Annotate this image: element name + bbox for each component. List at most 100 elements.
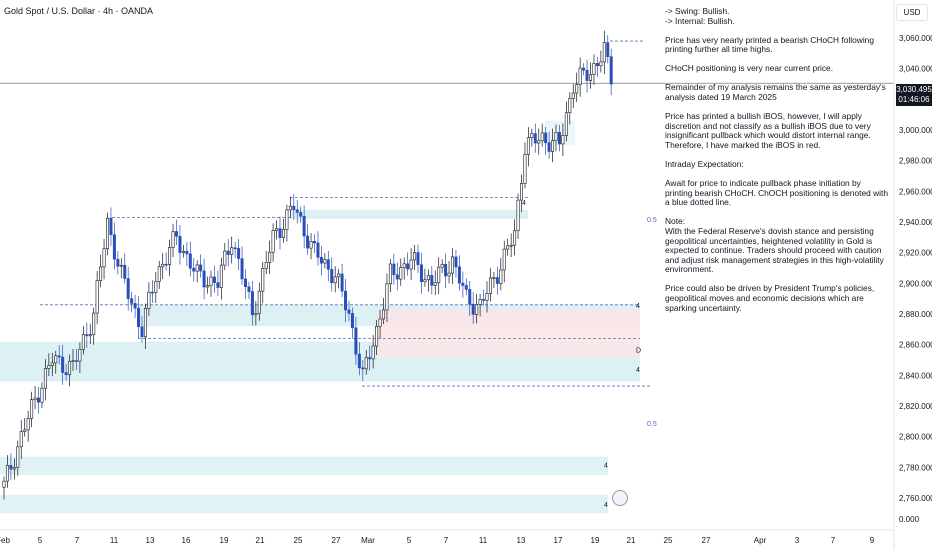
candle-body: [43, 368, 47, 389]
candle-body: [137, 307, 141, 328]
candle-body: [540, 132, 544, 142]
candle-body: [457, 266, 461, 284]
candle-body: [554, 132, 558, 141]
candle-body: [47, 365, 51, 369]
candle-body: [513, 230, 517, 246]
candle-body: [50, 362, 54, 366]
candle-body: [102, 248, 106, 268]
candle-body: [212, 276, 216, 283]
candle-body: [413, 252, 417, 261]
candle-body: [578, 67, 582, 86]
candle-body: [447, 272, 451, 277]
annotation-label: D: [636, 347, 641, 354]
candle-body: [492, 277, 496, 279]
y-tick-label: 2,960.000: [899, 187, 932, 196]
analysis-note: Note: With the Federal Reserve's dovish …: [665, 216, 884, 275]
x-tick-label: 7: [444, 536, 449, 545]
x-axis[interactable]: Feb 5 7 11 13 16 19 21 25 27 Mar 5 7 11 13 17 19 21 25 27 Ap…: [0, 536, 875, 545]
candle-body: [206, 285, 210, 288]
candle-body: [240, 258, 244, 280]
analysis-note: Remainder of my analysis remains the sam…: [665, 82, 886, 103]
currency-button[interactable]: USD: [896, 4, 928, 21]
candle-body: [471, 303, 475, 315]
candle-body: [185, 250, 189, 255]
zones-layer: [0, 120, 640, 514]
lines-layer: [0, 40, 894, 387]
zone-demand-2762: [0, 494, 608, 514]
candle-body: [199, 264, 203, 272]
candle-body: [364, 357, 368, 370]
candle-body: [88, 334, 92, 337]
tradingview-logo-icon[interactable]: [612, 490, 628, 506]
candle-body: [237, 248, 241, 259]
candle-body: [516, 199, 520, 232]
candle-body: [30, 399, 34, 419]
candle-body: [9, 465, 13, 470]
candle-body: [99, 266, 103, 281]
candle-body: [609, 56, 613, 85]
candle-body: [216, 282, 220, 288]
candle-body: [423, 279, 427, 283]
candle-body: [157, 266, 161, 282]
candle-body: [547, 142, 551, 152]
candle-body: [319, 257, 323, 264]
candle-body: [195, 264, 199, 272]
candle-body: [344, 290, 348, 311]
candle-body: [71, 360, 75, 362]
analysis-note: Intraday Expectation:: [665, 159, 744, 170]
candle-body: [337, 273, 341, 278]
candle-body: [192, 267, 196, 272]
x-tick-label: Mar: [361, 536, 375, 545]
candle-body: [219, 264, 223, 288]
candle-body: [275, 228, 279, 231]
y-tick-label: 2,880.000: [899, 310, 932, 319]
candle-body: [123, 264, 127, 279]
candle-body: [140, 326, 144, 338]
x-tick-label: 25: [294, 536, 303, 545]
candle-body: [557, 132, 561, 145]
x-tick-label: 9: [870, 536, 875, 545]
candle-body: [26, 418, 30, 431]
candle-body: [161, 263, 165, 268]
x-tick-label: 16: [182, 536, 191, 545]
candle-body: [416, 252, 420, 266]
candle-body: [544, 132, 548, 144]
candle-body: [561, 135, 565, 145]
candle-body: [361, 367, 365, 370]
candle-body: [440, 264, 444, 268]
candle-body: [388, 263, 392, 285]
candle-body: [171, 231, 175, 248]
candle-body: [130, 298, 134, 304]
candle-body: [57, 355, 61, 358]
candle-body: [433, 282, 437, 286]
candle-body: [133, 303, 137, 309]
x-tick-label: 27: [332, 536, 341, 545]
candle-body: [33, 397, 37, 400]
candle-body: [437, 266, 441, 283]
candle-body: [354, 327, 358, 355]
y-tick-label: 3,040.000: [899, 65, 932, 74]
x-tick-label: 13: [517, 536, 526, 545]
candle-body: [523, 154, 527, 184]
candle-body: [333, 276, 337, 284]
candle-body: [257, 290, 261, 314]
candle-body: [181, 250, 185, 253]
candle-body: [78, 349, 82, 362]
candle-body: [468, 289, 472, 305]
candle-body: [482, 299, 486, 301]
candle-body: [295, 209, 299, 213]
candle-body: [599, 61, 603, 67]
candle-body: [530, 133, 534, 139]
candle-body: [288, 205, 292, 211]
candle-body: [250, 291, 254, 316]
candle-body: [533, 133, 537, 144]
candle-body: [168, 247, 172, 265]
annotation-label: 4: [522, 200, 526, 207]
candle-body: [61, 356, 65, 373]
annotation-label: 4: [604, 502, 608, 509]
y-axis[interactable]: 2,760.000 2,780.000 2,800.000 2,820.000 2,84…: [899, 34, 932, 524]
candle-body: [378, 318, 382, 327]
candle-body: [230, 247, 234, 255]
y-tick-label: 2,780.000: [899, 463, 932, 472]
